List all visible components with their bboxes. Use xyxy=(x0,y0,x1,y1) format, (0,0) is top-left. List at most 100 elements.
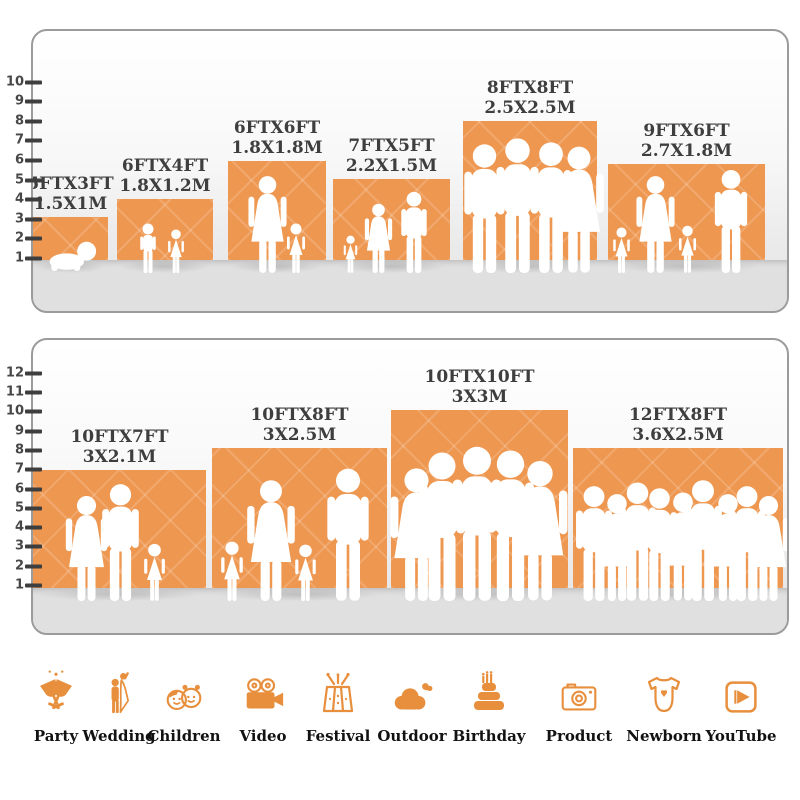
ruler-tick: 4 xyxy=(2,192,42,207)
people-silhouette xyxy=(65,484,165,601)
category-label: YouTube xyxy=(705,727,777,745)
category-label: Video xyxy=(239,727,287,745)
backdrop-10ftx7ft: 10FTX7FT 3X2.1M xyxy=(33,427,206,601)
ruler-number: 5 xyxy=(14,172,24,188)
ruler-tick: 2 xyxy=(2,559,42,574)
ruler-tick: 11 xyxy=(2,385,42,400)
wedding-couple-icon xyxy=(96,660,142,720)
backdrop-size-label: 10FTX10FT 3X3M xyxy=(424,367,535,407)
ruler-dash xyxy=(25,544,42,548)
ruler-dash xyxy=(25,80,42,84)
category-label: Wedding xyxy=(82,727,156,745)
people-silhouette xyxy=(390,446,568,601)
ruler-tick: 10 xyxy=(2,75,42,90)
ruler-number: 6 xyxy=(14,152,24,168)
category-wedding: Wedding xyxy=(73,660,165,745)
ruler-dash xyxy=(25,564,42,568)
youtube-play-icon xyxy=(718,660,764,720)
category-label: Newborn xyxy=(626,727,702,745)
ruler-dash xyxy=(25,256,42,260)
backdrop-size-label: 8FTX8FT 2.5X2.5M xyxy=(484,78,576,118)
ruler-number: 10 xyxy=(5,403,24,419)
ruler-number: 1 xyxy=(14,250,24,266)
category-label: Product xyxy=(545,727,613,745)
category-festival: Festival xyxy=(292,660,384,745)
ruler-tick: 9 xyxy=(2,424,42,439)
ruler-dash xyxy=(25,178,42,182)
birthday-cake-icon xyxy=(465,660,513,720)
ruler-tick: 5 xyxy=(2,173,42,188)
backdrop-5ftx3ft: 5FTX3FT 1.5X1M xyxy=(33,174,114,273)
people-silhouette xyxy=(49,241,97,271)
ruler-dash xyxy=(25,390,42,394)
backdrop-6ftx4ft: 6FTX4FT 1.8X1.2M xyxy=(117,156,213,273)
ruler-number: 4 xyxy=(14,519,24,535)
backdrop-10ftx8ft: 10FTX8FT 3X2.5M xyxy=(212,405,387,601)
backdrop-8ftx8ft: 8FTX8FT 2.5X2.5M xyxy=(463,78,604,273)
ruler-dash xyxy=(25,429,42,433)
ruler-tick: 4 xyxy=(2,520,42,535)
ruler-dash xyxy=(25,506,42,510)
ruler-tick: 8 xyxy=(2,114,42,129)
ruler-tick: 9 xyxy=(2,94,42,109)
category-birthday: Birthday xyxy=(443,660,535,745)
backdrop-size-label: 12FTX8FT 3.6X2.5M xyxy=(628,405,728,445)
people-silhouette xyxy=(576,480,787,601)
ruler-number: 1 xyxy=(14,577,24,593)
category-label: Outdoor xyxy=(377,727,447,745)
size-chart-panel-bottom: 10FTX7FT 3X2.1M 10FTX8FT 3X2.5M 10FTX10FT 3… xyxy=(31,338,789,635)
ruler-tick: 3 xyxy=(2,212,42,227)
backdrop-size-label: 6FTX6FT 1.8X1.8M xyxy=(231,118,323,158)
people-silhouette xyxy=(464,138,604,273)
category-children: Children xyxy=(138,660,230,745)
backdrop-12ftx8ft: 12FTX8FT 3.6X2.5M xyxy=(573,405,787,601)
category-youtube: YouTube xyxy=(695,660,787,745)
ruler-number: 12 xyxy=(5,365,24,381)
ruler-tick: 6 xyxy=(2,153,42,168)
ruler-tick: 7 xyxy=(2,462,42,477)
ruler-number: 6 xyxy=(14,481,24,497)
ruler-number: 9 xyxy=(14,423,24,439)
people-silhouette xyxy=(221,468,369,601)
ruler-dash xyxy=(25,467,42,471)
backdrop-size-label: 6FTX4FT 1.8X1.2M xyxy=(119,156,211,196)
people-silhouette xyxy=(613,170,748,273)
ruler-dash xyxy=(25,371,42,375)
ruler-dash xyxy=(25,236,42,240)
ruler-dash xyxy=(25,583,42,587)
ruler-tick: 1 xyxy=(2,251,42,266)
category-party: Party xyxy=(10,660,102,745)
category-label: Party xyxy=(33,727,79,745)
party-glasses-icon xyxy=(31,660,81,720)
ruler-number: 7 xyxy=(14,461,24,477)
backdrop-size-label: 5FTX3FT 1.5X1M xyxy=(31,174,114,214)
video-camera-icon xyxy=(238,660,288,720)
ruler-dash xyxy=(25,409,42,413)
ruler-dash xyxy=(25,217,42,221)
ruler-dash xyxy=(25,487,42,491)
people-silhouette xyxy=(248,176,305,273)
floor-shadow xyxy=(120,260,210,273)
ruler-number: 9 xyxy=(14,93,24,109)
ruler-dash xyxy=(25,138,42,142)
ruler-number: 11 xyxy=(5,384,24,400)
people-silhouette xyxy=(140,223,184,273)
ruler-dash xyxy=(25,448,42,452)
ruler-dash xyxy=(25,158,42,162)
category-label: Festival xyxy=(305,727,371,745)
ruler-tick: 8 xyxy=(2,443,42,458)
ruler-tick: 7 xyxy=(2,133,42,148)
ruler-number: 4 xyxy=(14,191,24,207)
ruler-dash xyxy=(25,99,42,103)
backdrop-size-label: 9FTX6FT 2.7X1.8M xyxy=(640,121,733,161)
ruler-number: 8 xyxy=(14,442,24,458)
cloud-icon xyxy=(387,660,437,720)
people-silhouette xyxy=(343,191,427,273)
backdrop-7ftx5ft: 7FTX5FT 2.2X1.5M xyxy=(333,136,450,273)
category-outdoor: Outdoor xyxy=(366,660,458,745)
ruler-tick: 1 xyxy=(2,578,42,593)
backdrop-size-label: 10FTX8FT 3X2.5M xyxy=(250,405,349,445)
baby-onesie-icon xyxy=(640,660,688,720)
ruler-tick: 3 xyxy=(2,539,42,554)
